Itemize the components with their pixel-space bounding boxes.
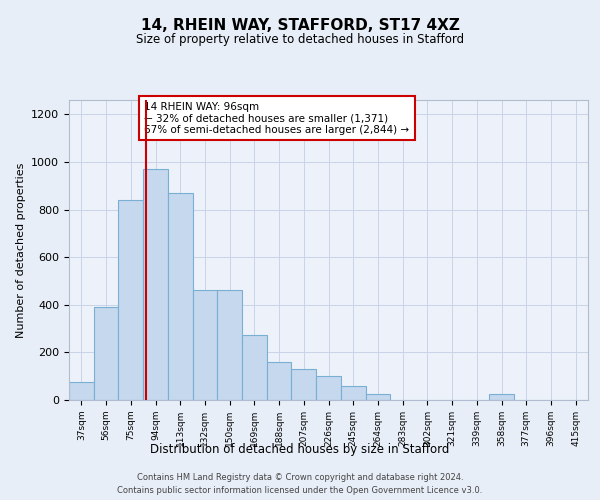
Bar [489,394,514,400]
Bar [217,290,242,400]
Bar [69,382,94,400]
Text: 14 RHEIN WAY: 96sqm
← 32% of detached houses are smaller (1,371)
67% of semi-det: 14 RHEIN WAY: 96sqm ← 32% of detached ho… [145,102,410,134]
Bar [365,394,390,400]
Bar [143,169,168,400]
Bar [193,290,217,400]
Bar [242,334,267,400]
Bar [267,362,292,400]
Bar [118,200,143,400]
Text: Contains public sector information licensed under the Open Government Licence v3: Contains public sector information licen… [118,486,482,495]
Text: Size of property relative to detached houses in Stafford: Size of property relative to detached ho… [136,32,464,46]
Text: Distribution of detached houses by size in Stafford: Distribution of detached houses by size … [151,442,449,456]
Bar [94,307,118,400]
Bar [168,193,193,400]
Bar [292,369,316,400]
Bar [341,386,365,400]
Text: 14, RHEIN WAY, STAFFORD, ST17 4XZ: 14, RHEIN WAY, STAFFORD, ST17 4XZ [140,18,460,32]
Bar [316,376,341,400]
Text: Contains HM Land Registry data © Crown copyright and database right 2024.: Contains HM Land Registry data © Crown c… [137,472,463,482]
Y-axis label: Number of detached properties: Number of detached properties [16,162,26,338]
